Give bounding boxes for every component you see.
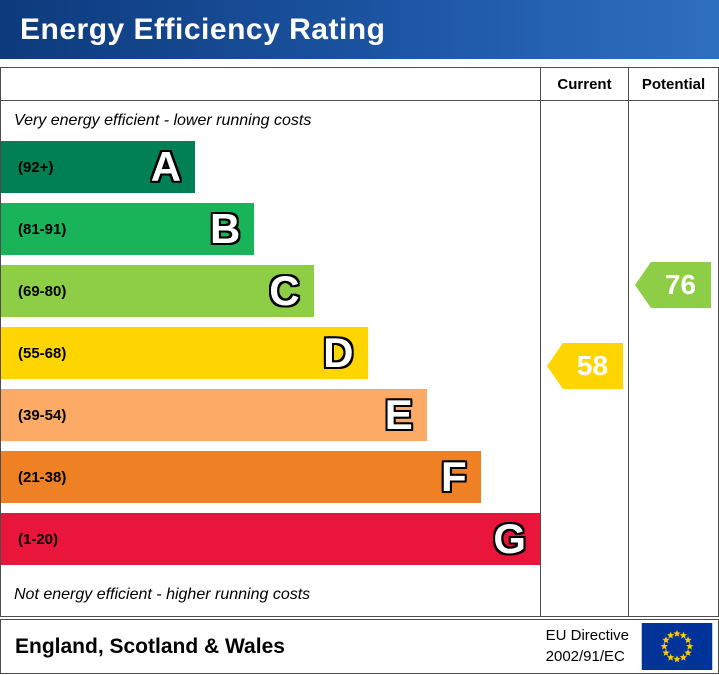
band-range-label: (92+): [18, 158, 54, 176]
band-range-label: (1-20): [18, 530, 59, 548]
band-row: (1-20) G: [1, 513, 540, 565]
band-range-label: (69-80): [18, 282, 67, 300]
band-letter: C: [269, 267, 300, 314]
bottom-note: Not energy efficient - higher running co…: [14, 586, 311, 603]
band-range-label: (55-68): [18, 344, 67, 362]
band-bar: (39-54) E: [1, 389, 427, 441]
eu-directive-line1: EU Directive: [545, 627, 629, 645]
potential-column: 76: [628, 101, 718, 616]
eu-flag-icon: [641, 623, 713, 670]
bands-area: Very energy efficient - lower running co…: [1, 101, 540, 616]
band-bar: (81-91) B: [1, 203, 255, 255]
top-note: Very energy efficient - lower running co…: [14, 112, 312, 129]
current-rating-value: 58: [576, 350, 609, 381]
band-range-label: (81-91): [18, 220, 67, 238]
band-bar: (21-38) F: [1, 451, 481, 503]
band-letter: G: [493, 515, 526, 562]
current-rating-marker: 58: [547, 343, 623, 389]
band-letter: D: [323, 329, 354, 376]
band-range-label: (39-54): [18, 406, 67, 424]
band-letter: F: [441, 453, 467, 500]
header-spacer: [1, 68, 540, 100]
potential-rating-value: 76: [664, 269, 697, 300]
chart-body: Very energy efficient - lower running co…: [1, 101, 718, 616]
rating-chart: Current Potential Very energy efficient …: [0, 67, 719, 617]
eu-directive-label: EU Directive 2002/91/EC: [546, 626, 641, 667]
page-title: Energy Efficiency Rating: [20, 12, 386, 46]
band-row: (39-54) E: [1, 389, 540, 441]
title-banner: Energy Efficiency Rating: [0, 0, 719, 59]
band-range-label: (21-38): [18, 468, 67, 486]
footer: England, Scotland & Wales EU Directive 2…: [0, 619, 719, 674]
band-row: (55-68) D: [1, 327, 540, 379]
band-bar: (69-80) C: [1, 265, 314, 317]
potential-column-header: Potential: [628, 68, 718, 100]
potential-rating-marker: 76: [635, 262, 711, 308]
band-row: (81-91) B: [1, 203, 540, 255]
column-headers: Current Potential: [1, 68, 718, 101]
band-bar: (55-68) D: [1, 327, 368, 379]
band-row: (69-80) C: [1, 265, 540, 317]
region-label: England, Scotland & Wales: [15, 634, 285, 658]
band-letter: A: [150, 143, 182, 190]
band-bar: (1-20) G: [1, 513, 540, 565]
current-column: 58: [540, 101, 628, 616]
band-row: (92+) A: [1, 141, 540, 193]
band-letter: E: [384, 391, 413, 438]
band-bar: (92+) A: [1, 141, 196, 193]
eu-directive-line2: 2002/91/EC: [545, 647, 625, 665]
band-letter: B: [209, 205, 241, 252]
band-row: (21-38) F: [1, 451, 540, 503]
current-column-header: Current: [540, 68, 628, 100]
